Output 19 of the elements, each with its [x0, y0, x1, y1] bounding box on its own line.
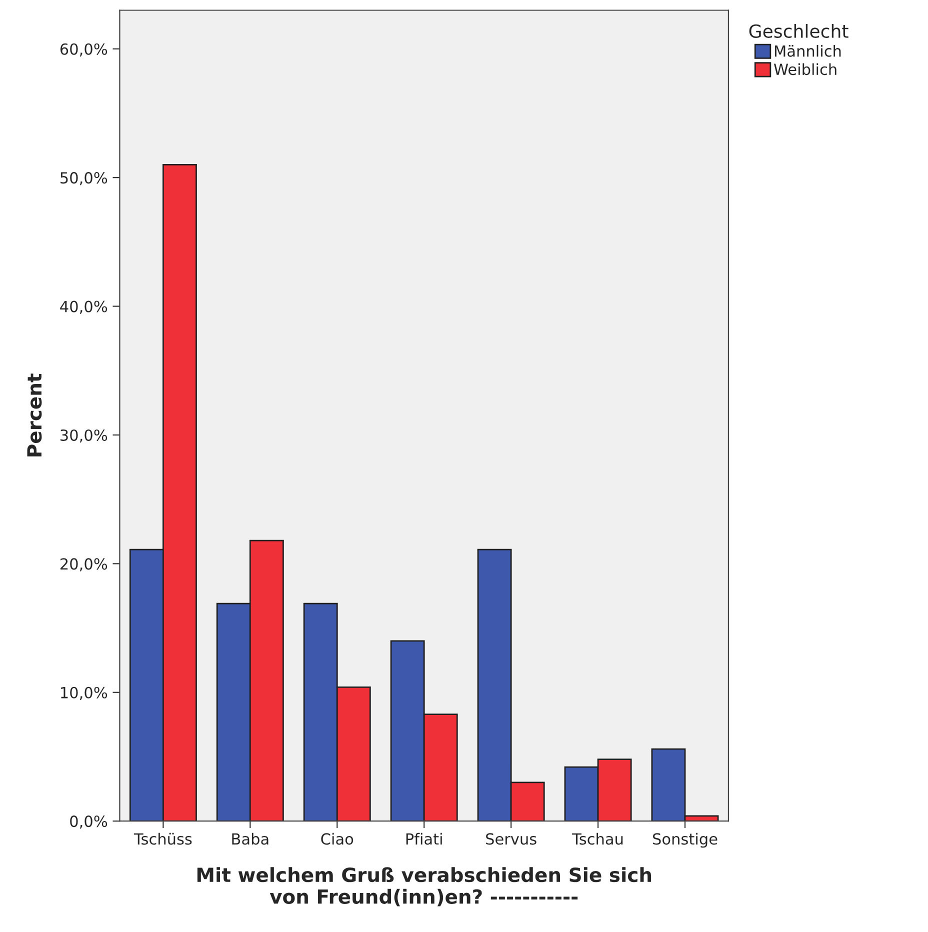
- x-tick-label: Baba: [232, 832, 268, 845]
- y-tick-label: 0,0%: [70, 816, 108, 829]
- y-tick-label: 50,0%: [60, 172, 108, 186]
- x-tick-label: Sonstige: [652, 832, 718, 848]
- y-tick-label: 30,0%: [60, 429, 108, 443]
- y-tick-label: 20,0%: [60, 558, 108, 572]
- x-tick-label: Pfiati: [406, 832, 442, 845]
- legend-label: Männlich: [774, 44, 841, 57]
- y-tick-label: 60,0%: [60, 43, 108, 56]
- legend-title: Geschlecht: [749, 24, 848, 38]
- x-axis-title: Mit welchem Gruß verabschieden Sie sich von Freund(inn)en? -----------: [197, 867, 652, 906]
- legend-label: Weiblich: [774, 63, 836, 76]
- x-tick-label: Servus: [486, 833, 536, 845]
- y-tick-label: 10,0%: [61, 686, 108, 700]
- y-axis-title: Percent: [27, 374, 42, 456]
- x-tick-label: Tschüss: [134, 832, 192, 845]
- x-tick-label: Ciao: [321, 832, 354, 845]
- x-tick-label: Tschau: [572, 832, 623, 845]
- y-tick-label: 40,0%: [60, 300, 108, 314]
